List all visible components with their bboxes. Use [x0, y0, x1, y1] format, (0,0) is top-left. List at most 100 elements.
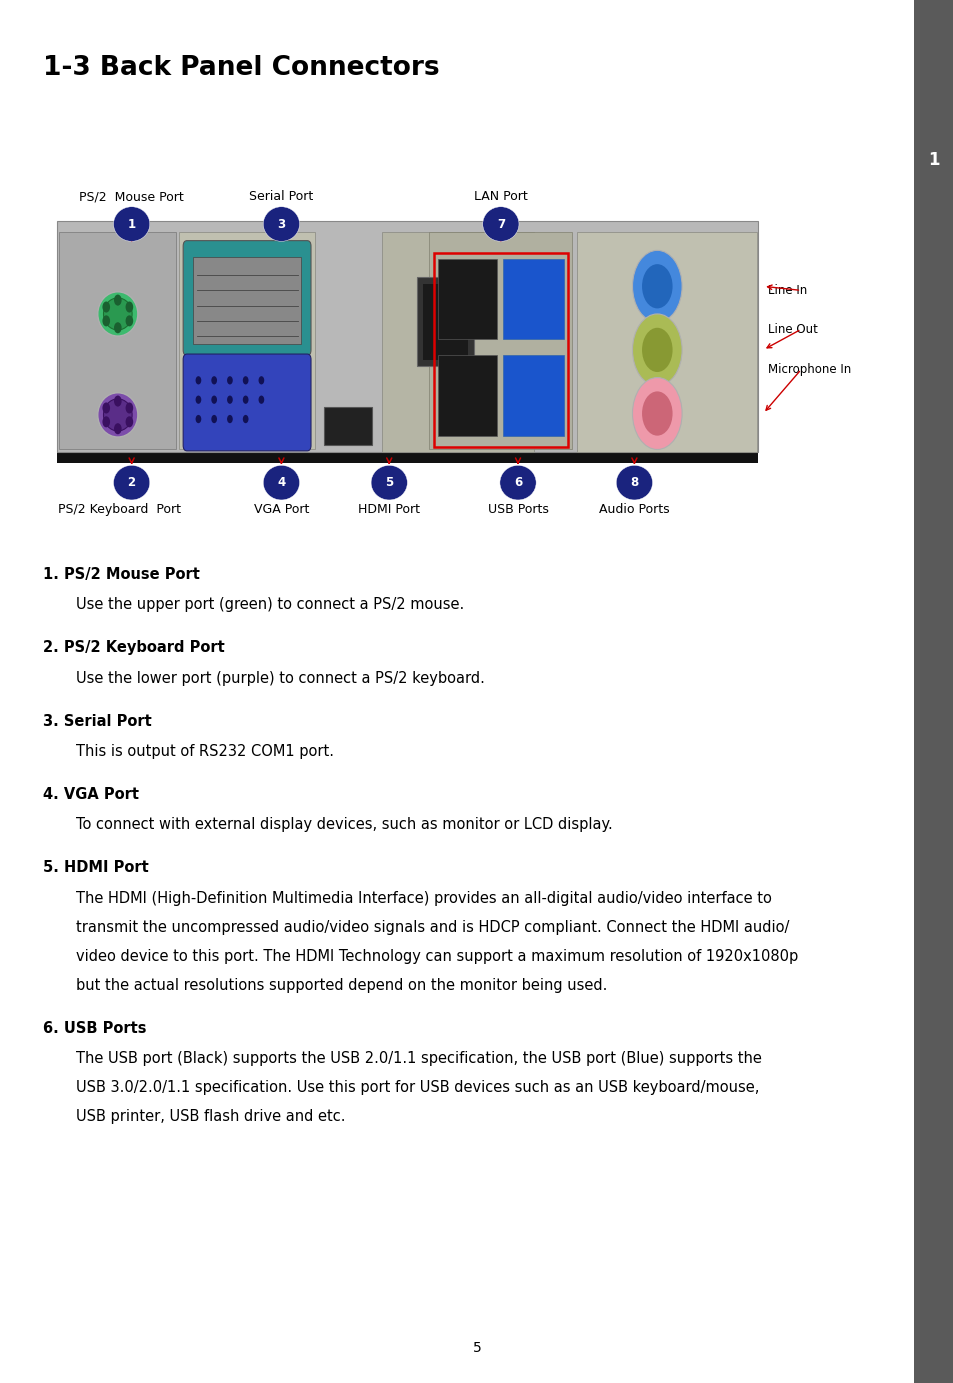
Circle shape: [102, 315, 110, 326]
Circle shape: [195, 396, 201, 404]
Circle shape: [242, 415, 248, 423]
Text: 5. HDMI Port: 5. HDMI Port: [43, 860, 149, 875]
Text: 6. USB Ports: 6. USB Ports: [43, 1021, 146, 1036]
Text: 1-3 Back Panel Connectors: 1-3 Back Panel Connectors: [43, 55, 439, 82]
FancyBboxPatch shape: [183, 354, 311, 451]
Circle shape: [195, 376, 201, 384]
Ellipse shape: [113, 206, 150, 241]
Circle shape: [258, 376, 264, 384]
Ellipse shape: [103, 297, 132, 331]
FancyBboxPatch shape: [59, 232, 176, 449]
Circle shape: [114, 423, 122, 434]
Circle shape: [641, 391, 672, 436]
FancyBboxPatch shape: [193, 257, 301, 344]
FancyBboxPatch shape: [437, 355, 497, 436]
Text: USB printer, USB flash drive and etc.: USB printer, USB flash drive and etc.: [76, 1109, 345, 1124]
Circle shape: [126, 416, 133, 427]
FancyBboxPatch shape: [913, 0, 953, 1383]
Circle shape: [195, 415, 201, 423]
Circle shape: [258, 396, 264, 404]
FancyBboxPatch shape: [57, 452, 758, 463]
Text: 2. PS/2 Keyboard Port: 2. PS/2 Keyboard Port: [43, 640, 225, 656]
Ellipse shape: [263, 465, 299, 499]
Ellipse shape: [499, 465, 536, 499]
Text: 5: 5: [472, 1342, 481, 1355]
Text: 6: 6: [514, 476, 521, 490]
Text: The USB port (Black) supports the USB 2.0/1.1 specification, the USB port (Blue): The USB port (Black) supports the USB 2.…: [76, 1051, 761, 1066]
Text: but the actual resolutions supported depend on the monitor being used.: but the actual resolutions supported dep…: [76, 978, 607, 993]
FancyBboxPatch shape: [422, 284, 468, 360]
Text: PS/2 Keyboard  Port: PS/2 Keyboard Port: [58, 503, 180, 516]
Circle shape: [242, 376, 248, 384]
Text: Use the upper port (green) to connect a PS/2 mouse.: Use the upper port (green) to connect a …: [76, 597, 464, 613]
Ellipse shape: [616, 465, 652, 499]
Circle shape: [632, 378, 681, 449]
Circle shape: [102, 402, 110, 414]
FancyBboxPatch shape: [577, 232, 756, 452]
Circle shape: [632, 314, 681, 386]
Text: Audio Ports: Audio Ports: [598, 503, 669, 516]
Text: 4: 4: [277, 476, 285, 490]
Ellipse shape: [371, 465, 407, 499]
Circle shape: [227, 415, 233, 423]
Circle shape: [632, 250, 681, 322]
Text: USB Ports: USB Ports: [487, 503, 548, 516]
Circle shape: [126, 402, 133, 414]
Circle shape: [102, 416, 110, 427]
Text: LAN Port: LAN Port: [474, 191, 527, 203]
FancyBboxPatch shape: [502, 355, 563, 436]
Ellipse shape: [482, 206, 518, 241]
Ellipse shape: [103, 398, 132, 431]
Circle shape: [227, 376, 233, 384]
Text: HDMI Port: HDMI Port: [358, 503, 419, 516]
Ellipse shape: [263, 206, 299, 241]
Text: Serial Port: Serial Port: [249, 191, 314, 203]
Circle shape: [114, 322, 122, 333]
Text: 3. Serial Port: 3. Serial Port: [43, 714, 152, 729]
Text: 8: 8: [630, 476, 638, 490]
Text: 2: 2: [128, 476, 135, 490]
Text: This is output of RS232 COM1 port.: This is output of RS232 COM1 port.: [76, 744, 334, 759]
FancyBboxPatch shape: [183, 241, 311, 355]
FancyBboxPatch shape: [57, 221, 758, 452]
Circle shape: [211, 396, 216, 404]
Text: Use the lower port (purple) to connect a PS/2 keyboard.: Use the lower port (purple) to connect a…: [76, 671, 485, 686]
Text: Line Out: Line Out: [767, 322, 817, 336]
Circle shape: [126, 315, 133, 326]
Text: 1: 1: [927, 151, 939, 170]
FancyBboxPatch shape: [179, 232, 314, 449]
Circle shape: [114, 396, 122, 407]
Circle shape: [641, 264, 672, 308]
Circle shape: [102, 301, 110, 313]
FancyBboxPatch shape: [502, 259, 563, 339]
Circle shape: [126, 301, 133, 313]
Text: Microphone In: Microphone In: [767, 362, 850, 376]
Text: 5: 5: [385, 476, 393, 490]
FancyBboxPatch shape: [416, 277, 474, 366]
Text: PS/2  Mouse Port: PS/2 Mouse Port: [79, 191, 184, 203]
Text: transmit the uncompressed audio/video signals and is HDCP compliant. Connect the: transmit the uncompressed audio/video si…: [76, 920, 789, 935]
Text: 1: 1: [128, 217, 135, 231]
Ellipse shape: [98, 292, 137, 336]
Circle shape: [242, 396, 248, 404]
FancyBboxPatch shape: [437, 259, 497, 339]
FancyBboxPatch shape: [324, 407, 372, 445]
Text: The HDMI (High-Definition Multimedia Interface) provides an all-digital audio/vi: The HDMI (High-Definition Multimedia Int…: [76, 891, 771, 906]
Ellipse shape: [113, 465, 150, 499]
FancyBboxPatch shape: [381, 232, 534, 452]
Text: 7: 7: [497, 217, 504, 231]
FancyBboxPatch shape: [429, 232, 572, 449]
Text: Line In: Line In: [767, 284, 806, 297]
Text: USB 3.0/2.0/1.1 specification. Use this port for USB devices such as an USB keyb: USB 3.0/2.0/1.1 specification. Use this …: [76, 1080, 759, 1095]
Text: 4. VGA Port: 4. VGA Port: [43, 787, 139, 802]
Text: To connect with external display devices, such as monitor or LCD display.: To connect with external display devices…: [76, 817, 613, 833]
Circle shape: [227, 396, 233, 404]
Circle shape: [211, 415, 216, 423]
Text: 3: 3: [277, 217, 285, 231]
Circle shape: [641, 328, 672, 372]
Circle shape: [114, 295, 122, 306]
Ellipse shape: [98, 393, 137, 437]
Text: VGA Port: VGA Port: [253, 503, 309, 516]
Text: 1. PS/2 Mouse Port: 1. PS/2 Mouse Port: [43, 567, 199, 582]
Text: video device to this port. The HDMI Technology can support a maximum resolution : video device to this port. The HDMI Tech…: [76, 949, 798, 964]
